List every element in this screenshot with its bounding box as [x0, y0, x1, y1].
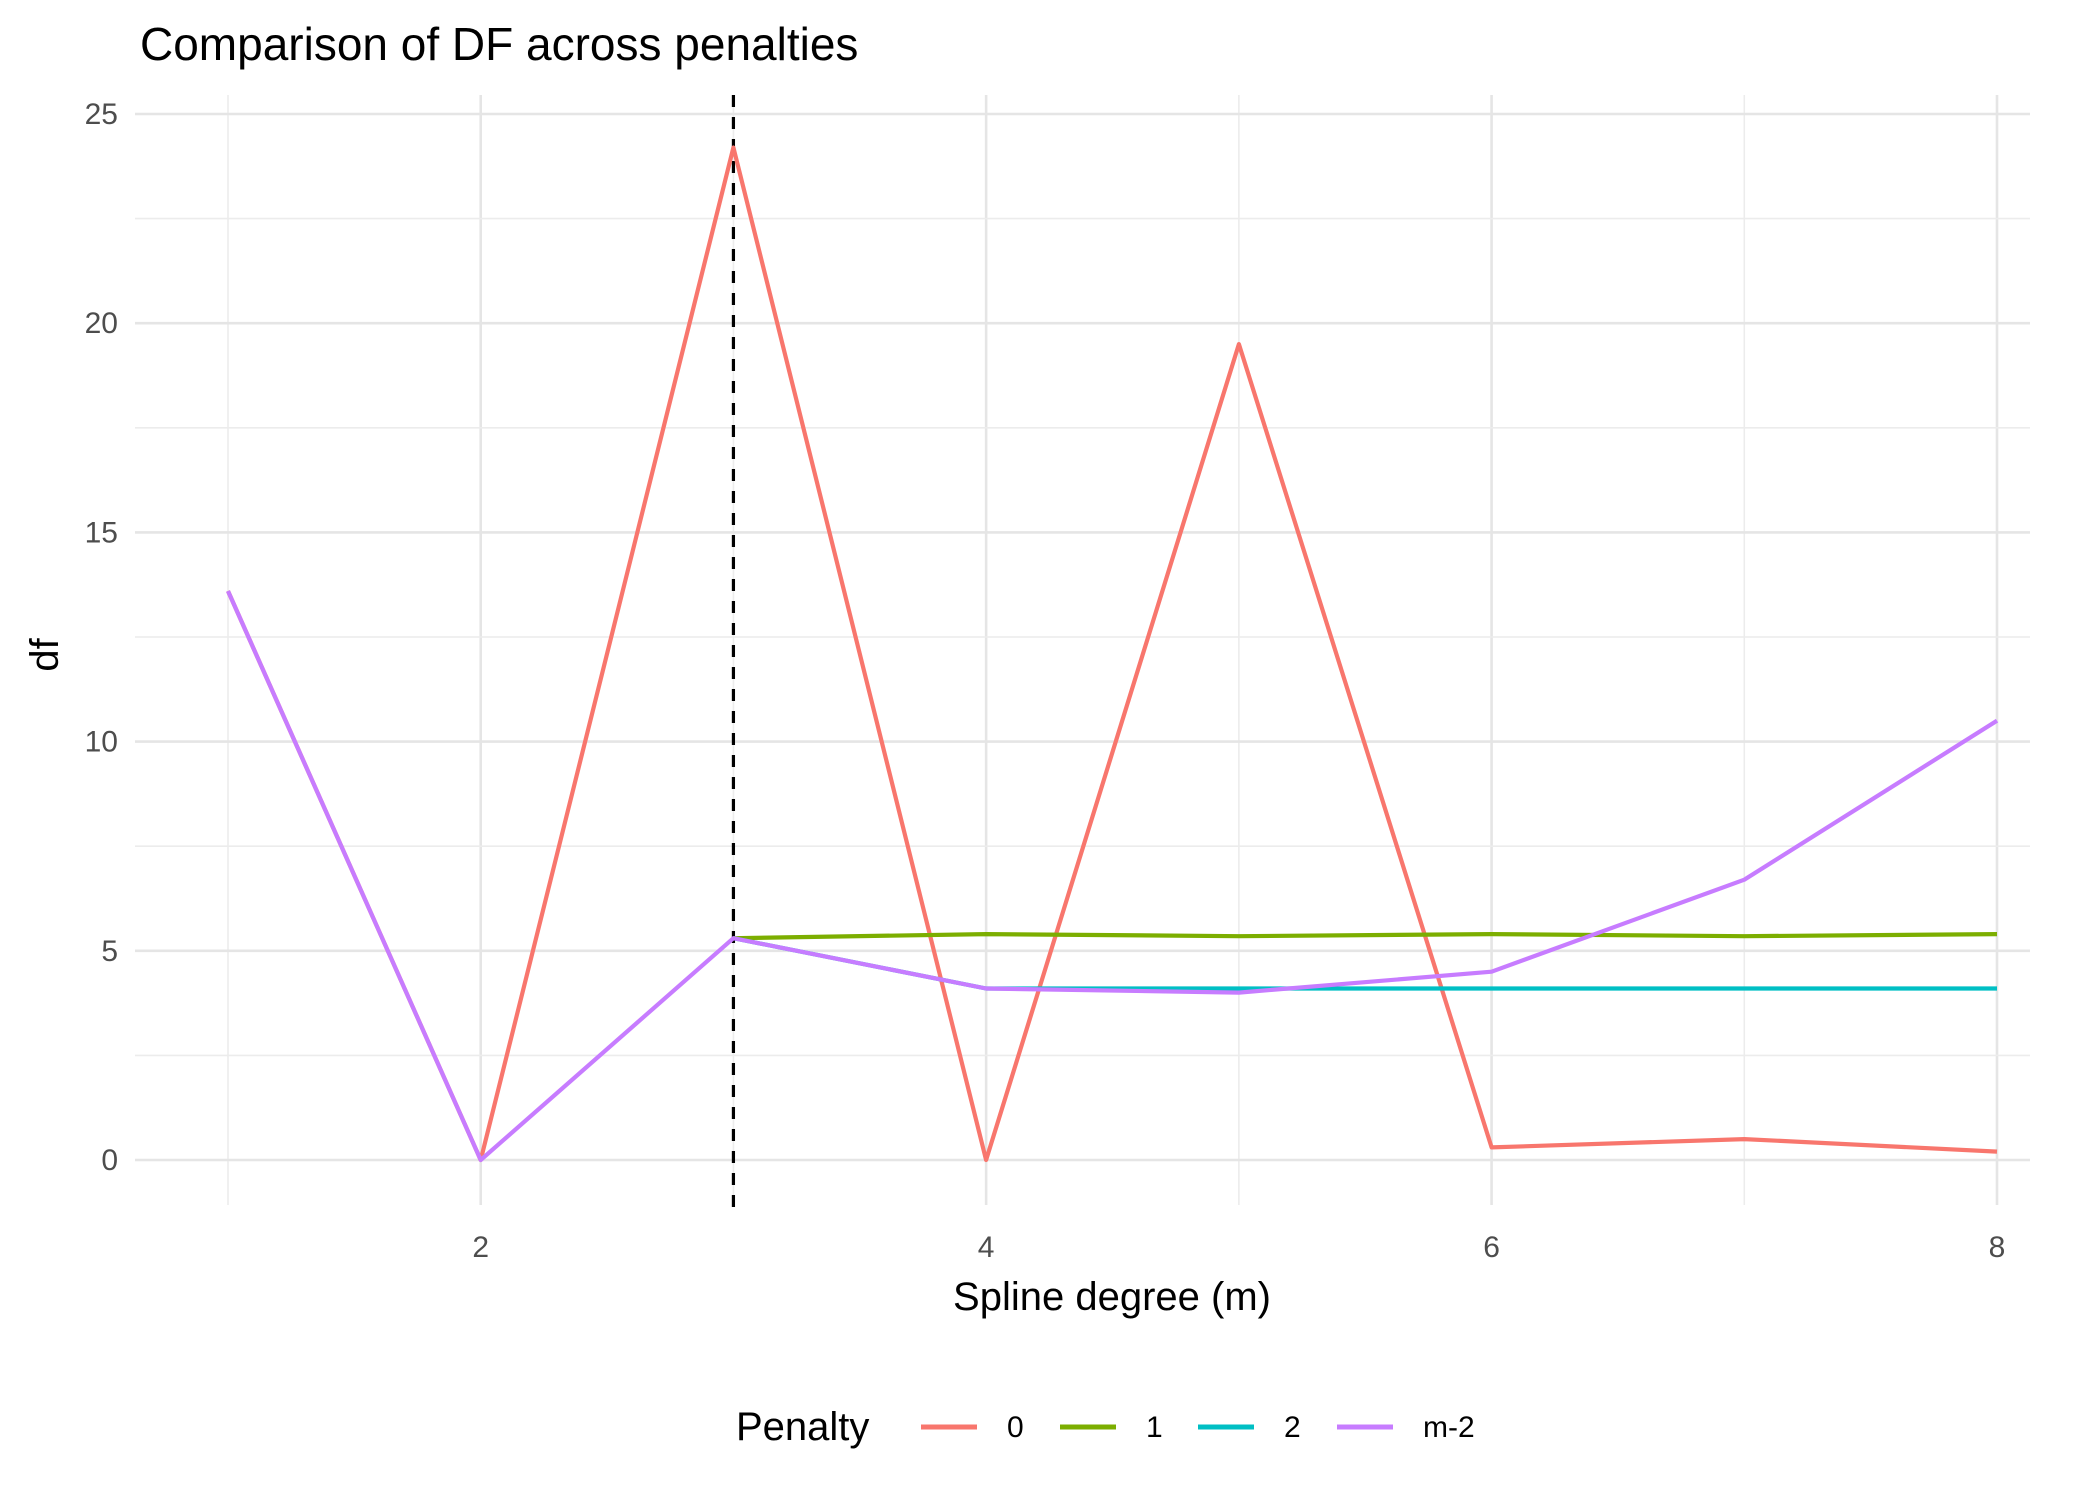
legend-label-2: 2 [1284, 1411, 1301, 1444]
legend-title: Penalty [736, 1405, 869, 1449]
x-axis-title: Spline degree (m) [953, 1275, 1271, 1319]
grid [135, 95, 2030, 1205]
x-tick-label: 4 [978, 1231, 995, 1264]
y-tick-label: 20 [85, 307, 118, 340]
legend-label-1: 1 [1146, 1411, 1163, 1444]
series-group [226, 145, 1999, 1163]
legend: Penalty 0 1 2 m-2 [736, 1405, 1475, 1449]
legend-label-0: 0 [1007, 1411, 1024, 1444]
legend-label-m-2: m-2 [1423, 1411, 1475, 1444]
y-tick-label: 10 [85, 726, 118, 759]
x-tick-label: 8 [1989, 1231, 2006, 1264]
y-tick-label: 5 [101, 935, 118, 968]
tick-labels: 2 4 6 8 0 5 10 15 20 25 [85, 98, 2006, 1264]
y-tick-label: 25 [85, 98, 118, 131]
chart-title: Comparison of DF across penalties [140, 18, 858, 70]
y-tick-label: 0 [101, 1144, 118, 1177]
x-tick-label: 6 [1483, 1231, 1500, 1264]
x-tick-label: 2 [472, 1231, 489, 1264]
y-axis-title: df [23, 637, 67, 671]
y-tick-label: 15 [85, 516, 118, 549]
series-line-1 [733, 931, 1998, 941]
series-line-0 [226, 145, 1998, 1163]
series-line-m-2 [226, 590, 1999, 1163]
